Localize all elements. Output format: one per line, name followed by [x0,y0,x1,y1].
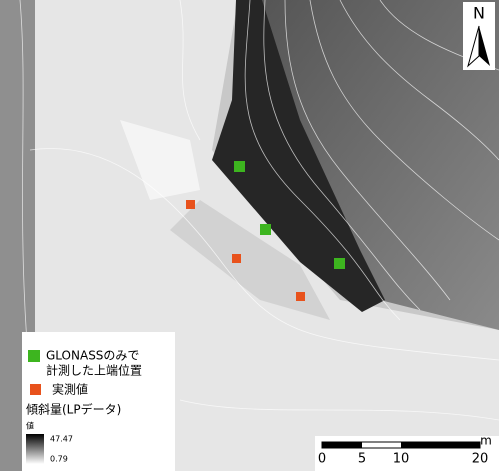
raster-subtitle: 値 [26,421,34,431]
scale-unit: m [480,434,492,448]
survey-point [232,254,241,263]
scale-label: 20 [472,452,489,467]
scale-label: 0 [318,452,326,467]
raster-title: 傾斜量(LPデータ) [26,402,121,417]
legend-swatch [28,350,40,362]
north-label: N [473,4,485,23]
scale-segment [401,442,480,448]
glonass-point [234,161,245,172]
colorbar-max: 47.47 [50,435,73,444]
glonass-point [260,224,271,235]
legend-label: GLONASSのみで [46,349,139,363]
scale-bar: 0 5 10 20 m [315,434,499,472]
legend-label: 計測した上端位置 [46,363,142,378]
scale-label: 5 [358,452,366,467]
scale-segment [322,442,362,448]
legend: GLONASSのみで 計測した上端位置 実測値 傾斜量(LPデータ) 値 47.… [22,332,175,471]
legend-label: 実測値 [52,382,88,397]
page: {"north_arrow": {"label": "N"}, "legend"… [0,0,499,475]
map: N GLONASSのみで 計測した上端位置 実測値 傾斜量(LPデータ) 値 4… [0,0,499,471]
colorbar-min: 0.79 [50,455,68,464]
north-arrow: N [463,2,495,70]
colorbar [26,434,44,464]
scale-label: 10 [393,452,410,467]
survey-point [296,292,305,301]
glonass-point [334,258,345,269]
survey-point [186,200,195,209]
legend-swatch [30,384,41,395]
